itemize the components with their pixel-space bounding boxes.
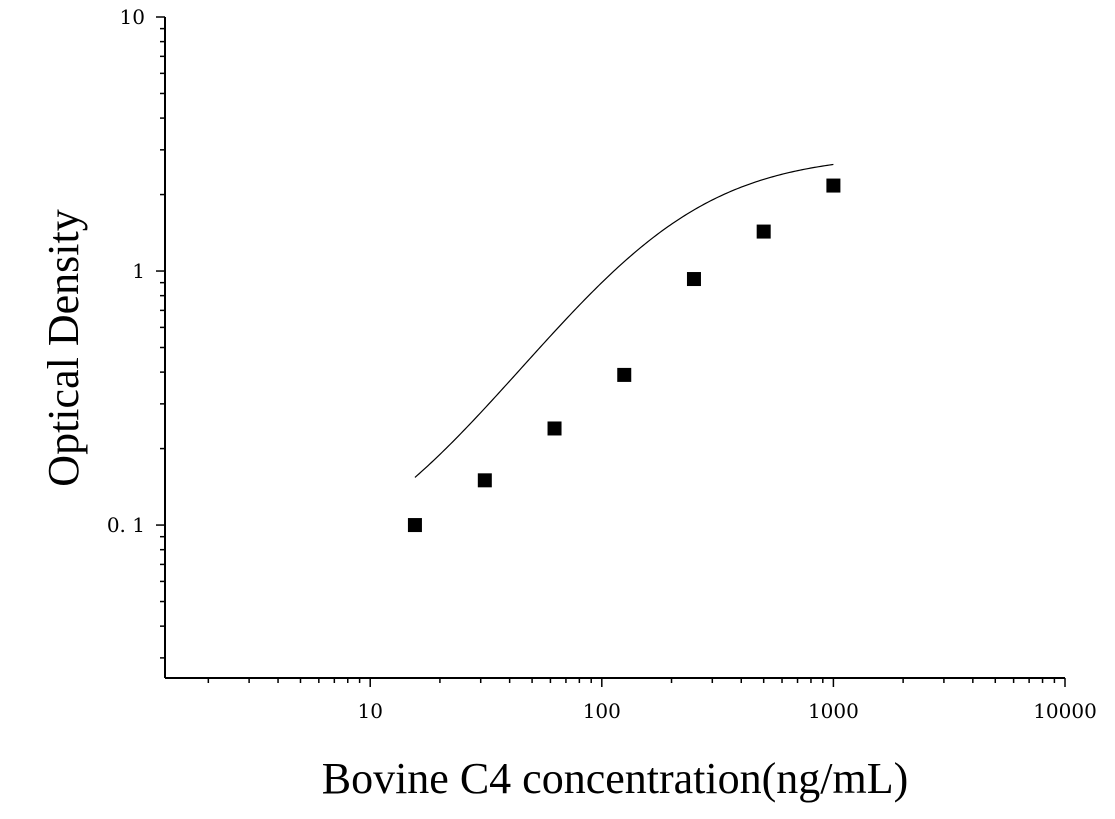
x-tick-label: 10000 (1033, 699, 1097, 723)
data-point (547, 421, 562, 436)
x-axis-title: Bovine C4 concentration(ng/mL) (322, 754, 909, 803)
data-point (826, 178, 841, 193)
x-tick-label: 10 (357, 699, 382, 723)
x-tick-label: 1000 (808, 699, 859, 723)
fit-curve (414, 163, 834, 478)
data-point (477, 473, 492, 488)
data-point (407, 518, 422, 533)
data-points-layer (407, 178, 841, 533)
data-point (617, 367, 632, 382)
x-tick-label: 100 (583, 699, 621, 723)
y-axis-title: Optical Density (39, 209, 88, 486)
y-tick-label: 1 (132, 259, 145, 283)
data-point (686, 272, 701, 287)
tick-labels-layer: 10 100 1000 10000 0. 1 1 10 (107, 5, 1097, 723)
fit-curve-layer (414, 163, 834, 478)
axes (156, 16, 1066, 687)
y-tick-label: 0. 1 (107, 513, 145, 537)
y-tick-label: 10 (120, 5, 145, 29)
data-point (756, 224, 771, 239)
